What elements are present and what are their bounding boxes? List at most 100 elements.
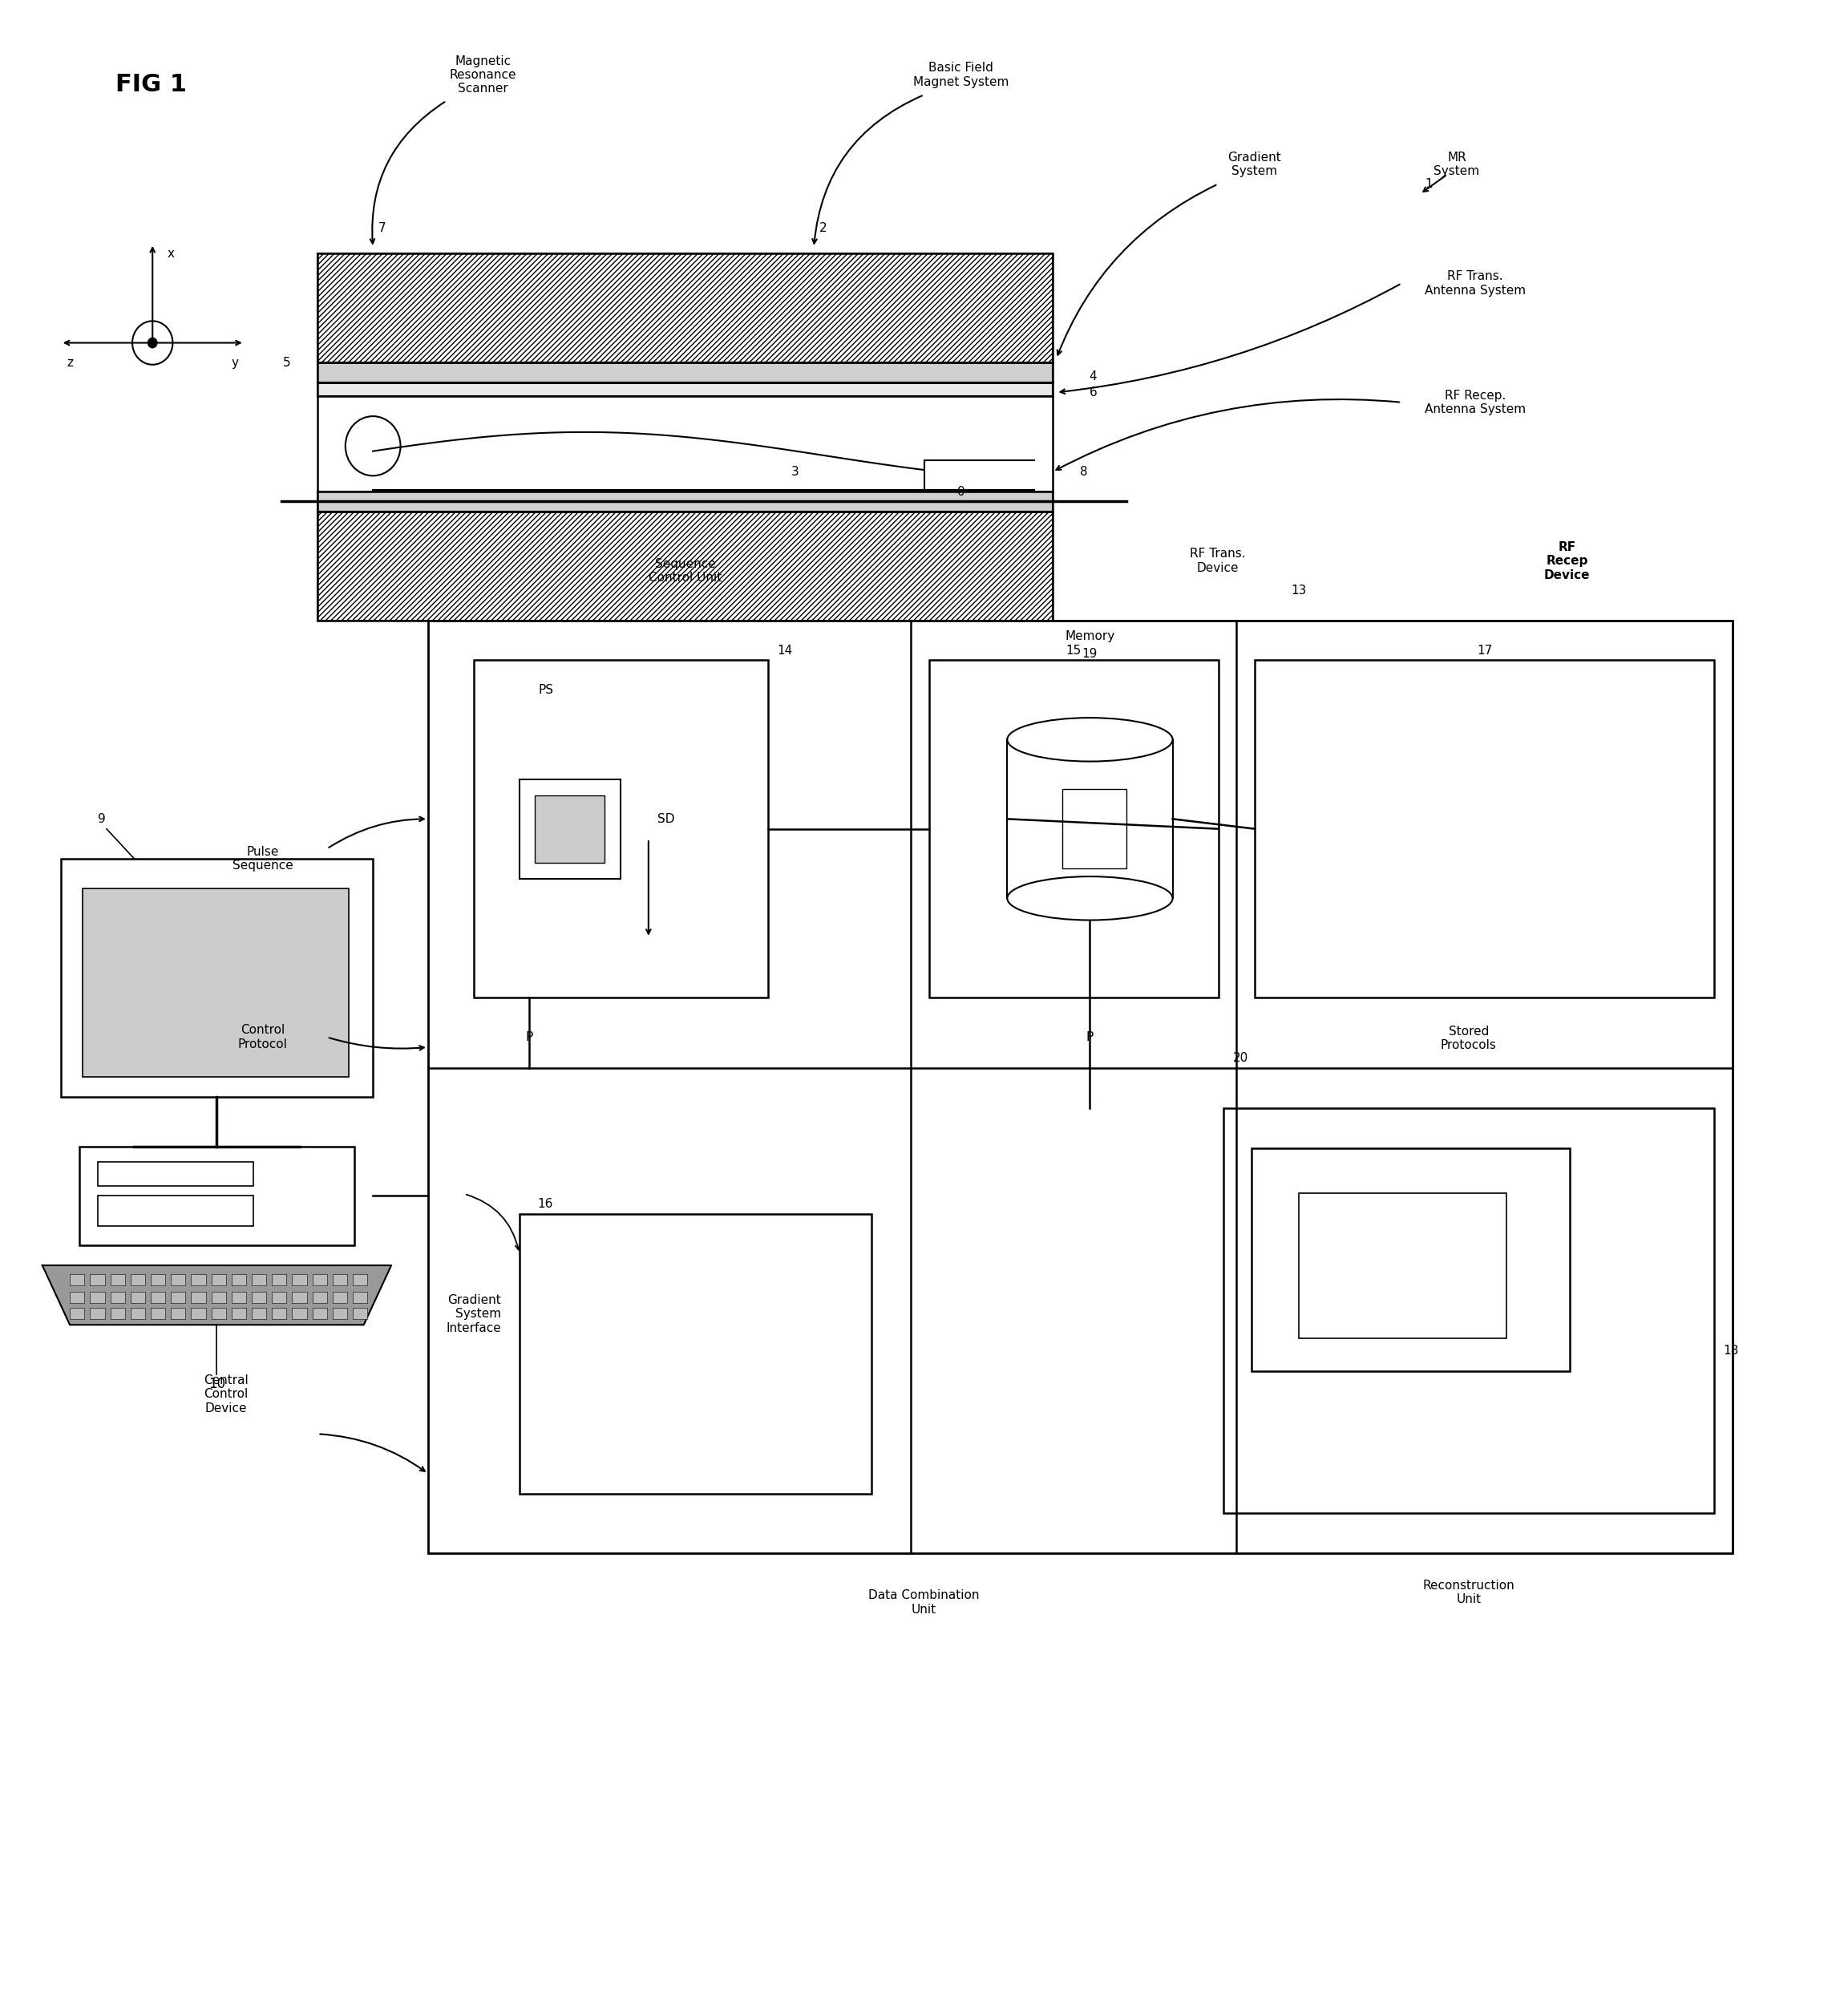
Text: MR
System: MR System — [1434, 152, 1480, 178]
Text: 16: 16 — [538, 1197, 553, 1209]
Bar — [312, 1275, 327, 1285]
Bar — [473, 660, 769, 998]
Text: Basic Field
Magnet System: Basic Field Magnet System — [913, 62, 1009, 88]
Text: 2: 2 — [819, 221, 826, 233]
Bar — [1063, 790, 1127, 868]
Bar — [333, 1275, 347, 1285]
Bar — [429, 620, 1732, 1552]
Bar — [211, 1275, 225, 1285]
Text: Magnetic
Resonance
Scanner: Magnetic Resonance Scanner — [449, 56, 517, 96]
Bar — [251, 1275, 266, 1285]
Bar — [83, 888, 349, 1077]
Bar — [312, 1309, 327, 1319]
Bar — [211, 1293, 225, 1303]
Bar — [190, 1275, 205, 1285]
Text: Pulse
Sequence: Pulse Sequence — [233, 846, 294, 872]
Bar — [251, 1309, 266, 1319]
Text: y: y — [231, 357, 238, 369]
Circle shape — [148, 337, 157, 347]
Bar — [318, 491, 1053, 511]
Bar — [61, 858, 373, 1097]
Polygon shape — [43, 1265, 392, 1325]
Bar — [1255, 660, 1713, 998]
Bar — [70, 1275, 85, 1285]
Text: 7: 7 — [379, 221, 386, 233]
Bar — [98, 1195, 253, 1225]
Bar — [111, 1309, 126, 1319]
Text: Control
Protocol: Control Protocol — [238, 1023, 288, 1049]
Text: RF Trans.
Device: RF Trans. Device — [1190, 549, 1246, 575]
Bar — [170, 1275, 185, 1285]
Bar — [318, 491, 1053, 511]
Bar — [1251, 1149, 1569, 1371]
Text: 0: 0 — [957, 485, 965, 497]
Bar — [251, 1293, 266, 1303]
Bar — [98, 1163, 253, 1185]
Text: 19: 19 — [1083, 648, 1098, 660]
Bar — [131, 1293, 146, 1303]
Text: Data Combination
Unit: Data Combination Unit — [869, 1590, 979, 1616]
Bar — [272, 1275, 286, 1285]
Bar — [353, 1293, 368, 1303]
Text: Reconstruction
Unit: Reconstruction Unit — [1423, 1580, 1515, 1606]
Bar — [70, 1293, 85, 1303]
Bar — [272, 1309, 286, 1319]
Text: FIG 1: FIG 1 — [116, 74, 187, 96]
Text: 14: 14 — [776, 644, 793, 656]
Text: 8: 8 — [1079, 465, 1088, 477]
Bar — [91, 1275, 105, 1285]
Bar — [190, 1293, 205, 1303]
Text: Memory: Memory — [1064, 630, 1114, 642]
Bar — [272, 1293, 286, 1303]
Bar — [318, 363, 1053, 383]
Text: 4: 4 — [1088, 371, 1098, 383]
Bar — [318, 253, 1053, 363]
Bar — [111, 1275, 126, 1285]
Bar — [1299, 1193, 1506, 1339]
Bar — [333, 1309, 347, 1319]
Bar — [318, 511, 1053, 620]
Text: 18: 18 — [1722, 1345, 1739, 1357]
Bar — [70, 1309, 85, 1319]
Text: 20: 20 — [1233, 1051, 1247, 1063]
Bar — [152, 1293, 164, 1303]
Bar — [111, 1293, 126, 1303]
Text: P: P — [1087, 1031, 1094, 1043]
Bar — [152, 1309, 164, 1319]
Bar — [231, 1309, 246, 1319]
Bar — [353, 1309, 368, 1319]
Text: Gradient
System: Gradient System — [1227, 152, 1281, 178]
Bar — [519, 1213, 872, 1494]
Bar — [930, 660, 1218, 998]
Bar — [1223, 1107, 1713, 1514]
Bar — [170, 1293, 185, 1303]
Text: 13: 13 — [1292, 585, 1307, 597]
Bar — [292, 1275, 307, 1285]
Bar — [231, 1275, 246, 1285]
Text: 17: 17 — [1477, 644, 1491, 656]
Text: z: z — [67, 357, 74, 369]
Bar — [534, 796, 604, 862]
Bar — [318, 363, 1053, 383]
Text: P: P — [525, 1031, 532, 1043]
Bar — [1007, 740, 1173, 898]
Text: 9: 9 — [98, 812, 105, 826]
Bar — [91, 1293, 105, 1303]
Text: 6: 6 — [1088, 387, 1098, 399]
Bar — [231, 1293, 246, 1303]
Text: Gradient
System
Interface: Gradient System Interface — [445, 1295, 501, 1335]
Bar — [519, 780, 621, 878]
Bar — [312, 1293, 327, 1303]
Bar — [131, 1275, 146, 1285]
Text: SD: SD — [658, 812, 675, 826]
Bar — [318, 253, 1053, 363]
Text: x: x — [166, 247, 174, 259]
Bar — [333, 1293, 347, 1303]
Bar — [292, 1309, 307, 1319]
Text: RF
Recep
Device: RF Recep Device — [1543, 541, 1589, 581]
Bar — [353, 1275, 368, 1285]
Text: Central
Control
Device: Central Control Device — [203, 1375, 248, 1414]
Text: RF Trans.
Antenna System: RF Trans. Antenna System — [1425, 269, 1526, 297]
Bar — [318, 383, 1053, 397]
Text: 15: 15 — [1066, 644, 1081, 656]
